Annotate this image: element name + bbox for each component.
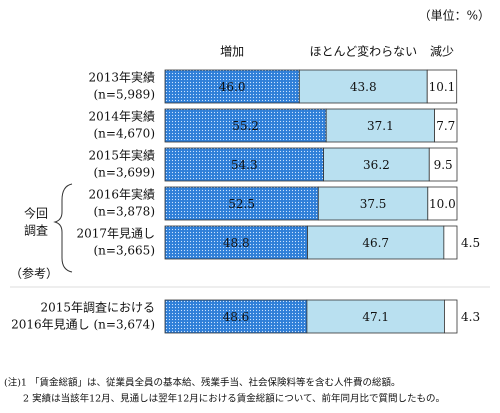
bar-segment <box>443 225 458 260</box>
value-label: 37.1 <box>367 119 394 133</box>
group-label: 調査 <box>24 224 48 238</box>
note: 2 実績は当該年12月、見通しは翌年12月における賃金総額について、前年同月比で… <box>4 393 445 405</box>
bar-segment <box>307 225 445 260</box>
reference-label: （参考） <box>10 266 58 281</box>
note: (注)1 「賃金総額」は、従業員全員の基本給、残業手当、社会保険料等を含む人件費… <box>4 377 400 389</box>
category-label: 2017年見通し <box>76 227 155 241</box>
bar-segment <box>164 299 308 334</box>
value-label: 55.2 <box>232 119 259 133</box>
value-label: 52.5 <box>228 197 255 211</box>
bar-segment <box>444 299 458 334</box>
unit-label: （単位：%） <box>419 8 490 23</box>
category-label: (n=4,670) <box>94 127 156 141</box>
bar-segment <box>164 147 324 182</box>
value-label: 36.2 <box>363 158 390 172</box>
value-label: 4.5 <box>461 236 480 250</box>
bar-segment <box>434 108 458 143</box>
value-label: 46.7 <box>362 236 389 250</box>
bar-segment <box>164 225 308 260</box>
value-label: 48.6 <box>223 310 250 324</box>
category-label: (n=5,989) <box>94 88 156 102</box>
value-label: 43.8 <box>350 80 377 94</box>
category-label: (n=3,665) <box>94 244 156 258</box>
legend-label: 減少 <box>430 44 454 59</box>
value-label: 10.1 <box>429 80 456 94</box>
bar-segment <box>427 186 458 221</box>
legend-label: 増加 <box>220 45 244 59</box>
value-label: 37.5 <box>360 197 387 211</box>
category-label: 2016年見通し (n=3,674) <box>11 318 155 332</box>
category-label: 2016年実績 <box>88 187 155 202</box>
legend-label: ほとんど変わらない <box>309 44 417 59</box>
value-label: 4.3 <box>461 310 480 324</box>
category-label: 2015年調査における <box>40 301 155 315</box>
group-label: 今回 <box>24 206 48 221</box>
bar-segment <box>298 69 428 104</box>
value-label: 46.0 <box>219 80 246 94</box>
group-bracket <box>53 183 73 273</box>
value-label: 9.5 <box>434 158 453 172</box>
category-label: (n=3,699) <box>94 166 156 180</box>
bar-segment <box>426 69 458 104</box>
category-label: 2015年実績 <box>88 148 155 163</box>
value-label: 47.1 <box>362 310 389 324</box>
value-label: 10.0 <box>429 197 456 211</box>
value-label: 7.7 <box>436 119 455 133</box>
category-label: 2014年実績 <box>88 109 155 124</box>
value-label: 48.8 <box>223 236 250 250</box>
bar-segment <box>428 147 458 182</box>
category-label: (n=3,878) <box>94 205 156 219</box>
bar-segment <box>317 186 429 221</box>
value-label: 54.3 <box>231 158 258 172</box>
category-label: 2013年実績 <box>88 70 155 85</box>
bar-segment <box>164 186 319 221</box>
